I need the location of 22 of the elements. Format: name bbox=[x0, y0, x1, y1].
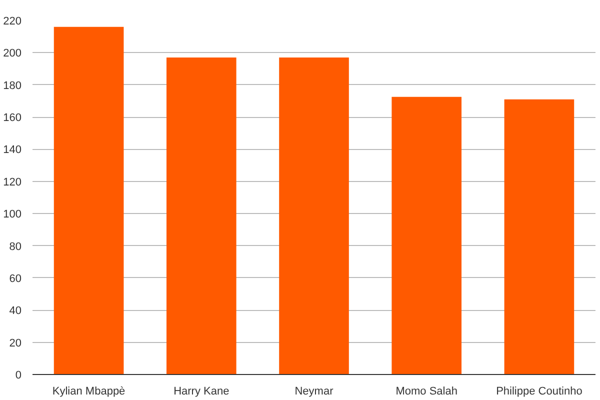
y-tick-label: 120 bbox=[3, 176, 22, 188]
bar bbox=[166, 58, 236, 374]
y-tick-label: 60 bbox=[9, 272, 22, 285]
bar bbox=[392, 96, 462, 374]
bar bbox=[54, 26, 124, 374]
x-tick-label: Harry Kane bbox=[174, 386, 230, 398]
y-tick-label: 140 bbox=[3, 144, 22, 156]
x-tick-label: Kylian Mbappè bbox=[52, 386, 126, 398]
x-tick-label: Philippe Coutinho bbox=[496, 386, 582, 398]
y-tick-label: 220 bbox=[3, 16, 22, 28]
y-tick-label: 160 bbox=[3, 112, 22, 124]
y-tick-label: 180 bbox=[3, 80, 22, 92]
bar bbox=[279, 58, 349, 374]
y-tick-label: 100 bbox=[3, 208, 22, 221]
y-tick-label: 200 bbox=[3, 48, 22, 60]
y-tick-label: 20 bbox=[9, 337, 22, 350]
bar bbox=[504, 99, 574, 374]
y-tick-label: 40 bbox=[9, 305, 22, 318]
x-tick-label: Neymar bbox=[294, 386, 334, 398]
y-tick-label: 0 bbox=[15, 370, 22, 382]
x-tick-label: Momo Salah bbox=[396, 386, 458, 398]
y-tick-label: 80 bbox=[9, 240, 22, 253]
